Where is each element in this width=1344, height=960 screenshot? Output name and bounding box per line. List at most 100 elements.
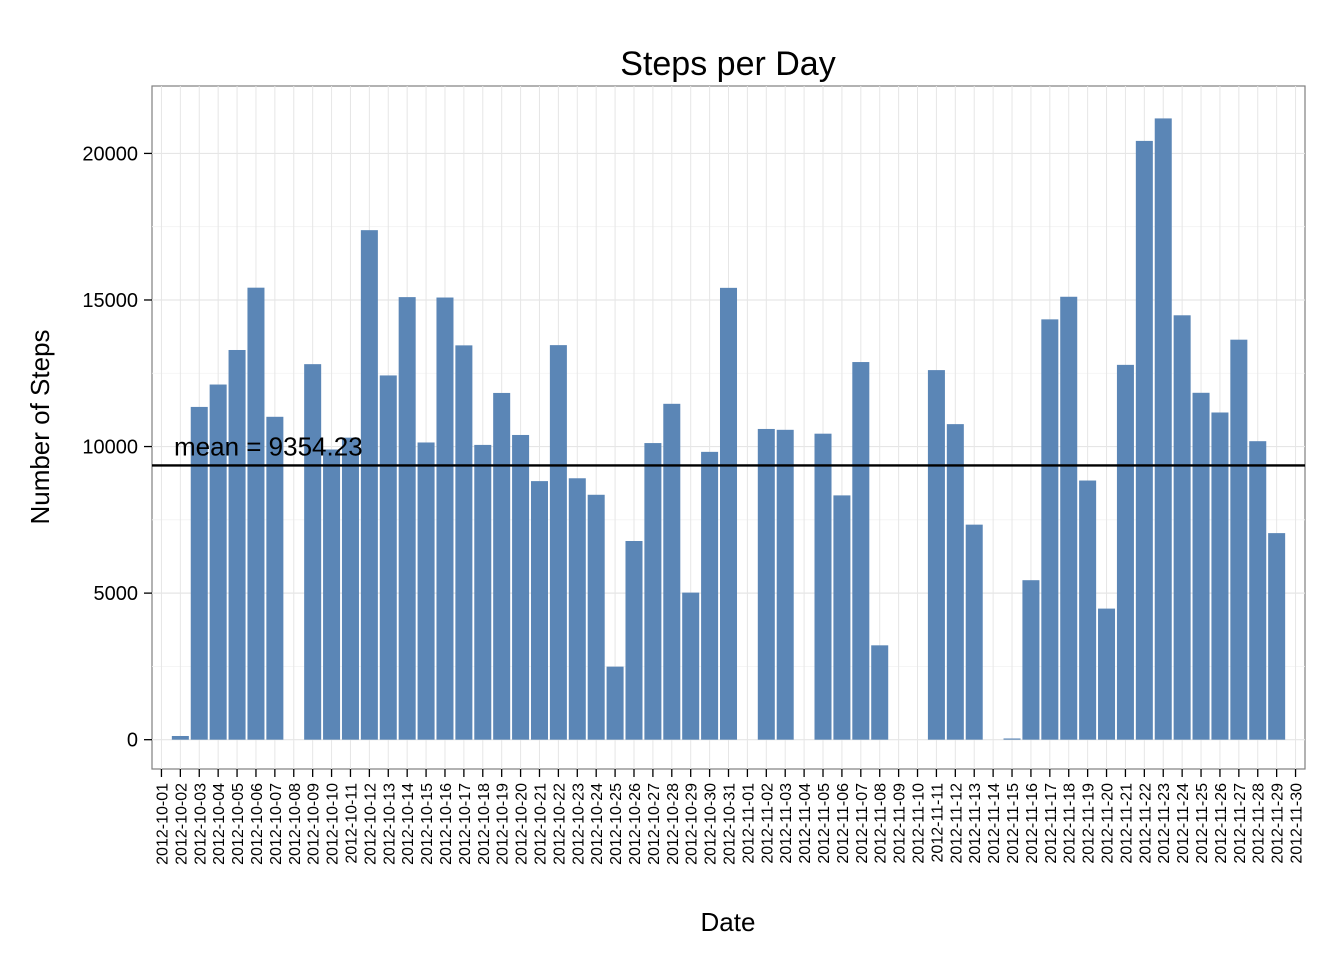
bar-2012-11-29 — [1268, 533, 1286, 740]
bar-2012-11-18 — [1060, 296, 1078, 740]
bar-2012-11-24 — [1173, 315, 1191, 740]
bar-2012-11-05 — [814, 433, 832, 740]
x-tick-label: 2012-10-29 — [684, 783, 701, 865]
bar-2012-11-02 — [757, 428, 775, 740]
x-axis: 2012-10-01 2012-10-02 2012-10-03 2012-10-04… — [154, 769, 1306, 865]
bar-2012-10-30 — [701, 451, 719, 740]
x-tick-label: 2012-10-27 — [646, 783, 663, 865]
x-tick-label: 2012-10-18 — [476, 783, 493, 865]
x-tick-label: 2012-10-25 — [608, 783, 625, 865]
x-tick-label: 2012-11-14 — [986, 783, 1003, 864]
bar-2012-11-17 — [1041, 319, 1059, 740]
bar-2012-11-19 — [1079, 480, 1097, 740]
x-tick-label: 2012-10-24 — [589, 783, 606, 865]
y-tick-label: 5000 — [94, 583, 139, 605]
bar-2012-10-10 — [323, 449, 341, 740]
x-tick-label: 2012-11-27 — [1232, 783, 1249, 864]
x-tick-label: 2012-10-19 — [495, 783, 512, 865]
x-tick-label: 2012-10-05 — [230, 783, 247, 865]
bar-2012-10-26 — [625, 541, 643, 740]
x-tick-label: 2012-10-16 — [438, 783, 455, 865]
x-tick-label: 2012-10-17 — [457, 783, 474, 865]
x-tick-label: 2012-11-13 — [967, 783, 984, 864]
x-tick-label: 2012-10-15 — [419, 783, 436, 865]
x-tick-label: 2012-10-01 — [154, 783, 171, 865]
x-tick-label: 2012-10-13 — [381, 783, 398, 865]
bar-2012-10-11 — [341, 437, 359, 740]
bar-2012-11-28 — [1249, 441, 1267, 740]
x-axis-title: Date — [701, 907, 756, 937]
mean-line-group: mean = 9354.23 — [152, 431, 1305, 467]
bar-2012-11-13 — [965, 524, 983, 740]
y-tick-label: 15000 — [82, 290, 138, 312]
x-tick-label: 2012-11-01 — [740, 783, 757, 864]
x-tick-label: 2012-11-04 — [797, 783, 814, 864]
x-tick-label: 2012-11-10 — [911, 783, 928, 864]
x-tick-label: 2012-10-03 — [192, 783, 209, 865]
x-tick-label: 2012-11-12 — [948, 783, 965, 864]
x-tick-label: 2012-10-23 — [570, 783, 587, 865]
x-tick-label: 2012-11-07 — [854, 783, 871, 864]
bar-2012-10-20 — [512, 434, 530, 740]
x-tick-label: 2012-11-11 — [929, 783, 946, 863]
x-tick-label: 2012-11-08 — [873, 783, 890, 864]
x-tick-label: 2012-11-18 — [1062, 783, 1079, 864]
x-tick-label: 2012-10-02 — [173, 783, 190, 865]
x-tick-label: 2012-10-21 — [532, 783, 549, 865]
x-tick-label: 2012-11-02 — [759, 783, 776, 864]
mean-label: mean = 9354.23 — [174, 431, 363, 461]
bar-2012-10-07 — [266, 416, 284, 740]
x-tick-label: 2012-10-09 — [306, 783, 323, 865]
x-tick-label: 2012-10-30 — [703, 783, 720, 865]
bar-2012-10-18 — [474, 444, 492, 740]
bar-2012-10-05 — [228, 349, 246, 740]
x-tick-label: 2012-11-29 — [1270, 783, 1287, 864]
x-tick-label: 2012-10-20 — [514, 783, 531, 865]
x-tick-label: 2012-11-30 — [1289, 783, 1306, 864]
bar-2012-10-29 — [682, 592, 700, 740]
bar-2012-10-23 — [568, 478, 586, 740]
x-tick-label: 2012-10-04 — [211, 783, 228, 865]
x-tick-label: 2012-10-12 — [362, 783, 379, 865]
x-tick-label: 2012-10-06 — [249, 783, 266, 865]
bar-2012-11-11 — [927, 370, 945, 740]
bar-2012-10-22 — [549, 345, 567, 740]
x-tick-label: 2012-11-17 — [1043, 783, 1060, 864]
bar-2012-11-06 — [833, 495, 851, 740]
y-tick-label: 20000 — [82, 143, 138, 165]
bar-2012-10-24 — [587, 494, 605, 740]
bar-2012-11-07 — [852, 362, 870, 740]
bar-2012-10-12 — [360, 230, 378, 740]
bar-2012-11-16 — [1022, 580, 1040, 740]
x-tick-label: 2012-11-16 — [1024, 783, 1041, 864]
x-tick-label: 2012-11-20 — [1100, 783, 1117, 864]
x-tick-label: 2012-11-05 — [816, 783, 833, 864]
x-tick-label: 2012-10-31 — [722, 783, 739, 865]
y-axis-title: Number of Steps — [25, 329, 55, 524]
bar-2012-11-22 — [1135, 140, 1153, 740]
x-tick-label: 2012-11-23 — [1156, 783, 1173, 864]
bar-2012-10-21 — [530, 481, 548, 740]
x-tick-label: 2012-11-22 — [1137, 783, 1154, 864]
bar-2012-11-15 — [1003, 738, 1021, 740]
bar-2012-10-15 — [417, 442, 435, 740]
bar-2012-10-02 — [171, 735, 189, 740]
x-tick-label: 2012-10-14 — [400, 783, 417, 865]
bar-2012-11-26 — [1211, 412, 1229, 740]
bar-2012-10-06 — [247, 287, 265, 740]
x-tick-label: 2012-10-11 — [343, 783, 360, 864]
bar-2012-11-27 — [1230, 339, 1248, 740]
bar-2012-11-25 — [1192, 392, 1210, 740]
y-tick-label: 10000 — [82, 437, 138, 459]
x-tick-label: 2012-10-28 — [665, 783, 682, 865]
x-tick-label: 2012-11-03 — [778, 783, 795, 864]
bar-2012-10-19 — [493, 392, 511, 740]
bar-2012-11-23 — [1154, 118, 1172, 740]
bar-2012-10-13 — [379, 375, 397, 740]
x-tick-label: 2012-10-07 — [268, 783, 285, 865]
x-tick-label: 2012-11-26 — [1213, 783, 1230, 864]
y-tick-label: 0 — [127, 730, 138, 752]
bar-2012-11-08 — [871, 645, 889, 740]
bar-2012-11-12 — [946, 424, 964, 740]
